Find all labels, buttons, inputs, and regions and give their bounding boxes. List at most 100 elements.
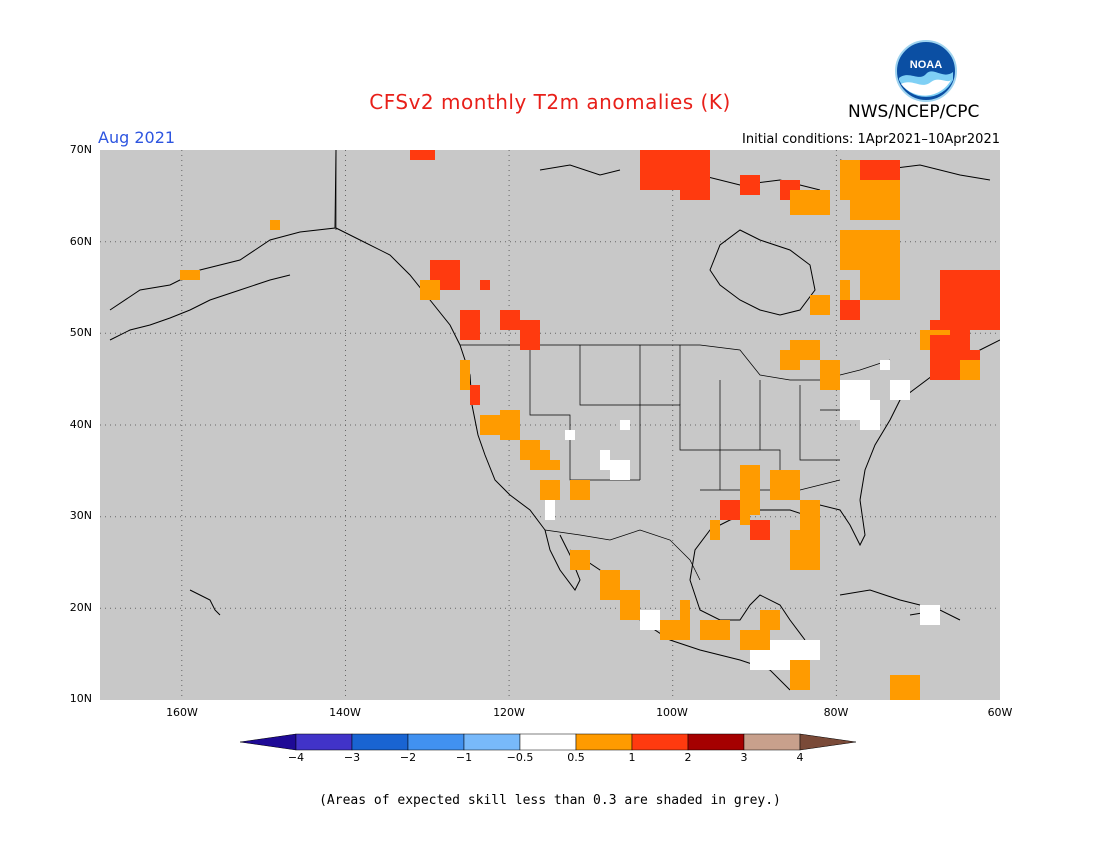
anomaly-cell-orange [810,295,830,315]
colorbar-bin [519,733,577,751]
anomaly-cell-white [545,500,555,520]
lon-label-80w: 80W [823,706,849,719]
anomaly-cell-orange [960,360,980,380]
anomaly-cell-orange [500,410,520,440]
anomaly-cell-orange [740,505,750,525]
anomaly-cell-orange [800,500,820,530]
anomaly-cell-orange [790,530,820,570]
lon-label-60w: 60W [987,706,1013,719]
lat-label-40n: 40N [69,418,92,431]
anomaly-cell-orange [540,480,560,500]
colorbar-bin [463,733,521,751]
org-label: NWS/NCEP/CPC [848,102,980,122]
colorbar-tick-label: 2 [684,751,692,764]
anomaly-cell-red [480,280,490,290]
anomaly-cell-orange [700,620,730,640]
colorbar-bin [575,733,633,751]
anomaly-cell-white [565,430,575,440]
anomaly-cell-orange [740,465,760,515]
colorbar-ticks: −4 −3 −2 −1 −0.5 0.5 1 2 3 4 [240,751,864,767]
anomaly-cell-white [800,640,820,660]
colorbar-tick-label: 0.5 [567,751,585,764]
anomaly-cell-orange [680,600,690,630]
colorbar-tick-label: −3 [343,751,361,764]
anomaly-cell-orange [890,675,920,700]
anomaly-cell-orange [760,610,780,630]
lat-label-10n: 10N [69,692,92,705]
colorbar-bin [743,733,801,751]
footnote: (Areas of expected skill less than 0.3 a… [319,793,781,808]
anomaly-cell-orange [840,280,850,300]
lat-label-30n: 30N [69,509,92,522]
anomaly-cell-white [920,605,940,625]
anomaly-cell-orange [790,190,830,215]
lat-label-70n: 70N [69,143,92,156]
anomaly-cell-red [460,310,480,340]
colorbar-tick-label: 3 [740,751,748,764]
colorbar-tick-label: −1 [455,751,473,764]
colorbar [240,733,857,751]
anomaly-cell-orange [770,470,800,500]
colorbar-arrow-low [240,733,297,751]
colorbar-tick-label: 1 [628,751,636,764]
forecast-month: Aug 2021 [98,128,176,147]
anomaly-cell-red [410,150,435,160]
anomaly-cell-orange [860,250,900,300]
colorbar-bin [295,733,353,751]
anomaly-cell-orange [790,660,810,690]
anomaly-cell-white [640,610,660,630]
anomaly-cell-orange [420,280,440,300]
lon-label-120w: 120W [493,706,525,719]
anomaly-cell-red [500,310,520,330]
anomaly-cell-orange [620,590,640,620]
lat-label-60n: 60N [69,235,92,248]
lon-label-160w: 160W [166,706,198,719]
noaa-logo: NOAA [895,40,957,106]
colorbar-bin [631,733,689,751]
svg-text:NOAA: NOAA [910,59,942,71]
anomaly-cell-orange [570,480,590,500]
anomaly-cell-red [750,520,770,540]
lat-label-50n: 50N [69,326,92,339]
colorbar-tick-label: 4 [796,751,804,764]
lon-label-140w: 140W [329,706,361,719]
anomaly-cell-white [620,420,630,430]
anomaly-cell-red [520,320,540,350]
anomaly-cell-orange [710,520,720,540]
anomaly-cell-orange [550,460,560,470]
anomaly-cell-red [860,160,900,180]
anomaly-cell-red [720,500,740,520]
anomaly-cells [180,150,1000,700]
colorbar-bin [407,733,465,751]
anomaly-map [100,150,1000,700]
anomaly-cell-orange [780,350,800,370]
anomaly-cell-white [750,650,770,670]
anomaly-cell-red [840,300,860,320]
anomaly-cell-white [860,410,880,430]
anomaly-cell-red [740,175,760,195]
colorbar-bin [351,733,409,751]
anomaly-cell-orange [530,450,550,470]
anomaly-cell-orange [570,550,590,570]
anomaly-cell-white [890,380,910,400]
anomaly-cell-white [880,360,890,370]
colorbar-arrow-high [799,733,857,751]
colorbar-tick-label: −4 [287,751,305,764]
anomaly-cell-orange [820,360,840,390]
anomaly-cell-orange [850,180,900,220]
anomaly-cell-orange [180,270,200,280]
anomaly-cell-red [680,150,700,160]
anomaly-cell-white [610,460,630,480]
colorbar-tick-label: −0.5 [506,751,534,764]
map-title: CFSv2 monthly T2m anomalies (K) [369,90,731,114]
lon-label-100w: 100W [656,706,688,719]
colorbar-tick-label: −2 [399,751,417,764]
anomaly-cell-orange [600,570,620,600]
anomaly-cell-orange [740,630,770,650]
colorbar-bin [687,733,745,751]
anomaly-cell-orange [270,220,280,230]
anomaly-cell-orange [460,360,470,390]
initial-conditions: Initial conditions: 1Apr2021–10Apr2021 [742,132,1000,147]
anomaly-cell-white [600,450,610,470]
lat-label-20n: 20N [69,601,92,614]
